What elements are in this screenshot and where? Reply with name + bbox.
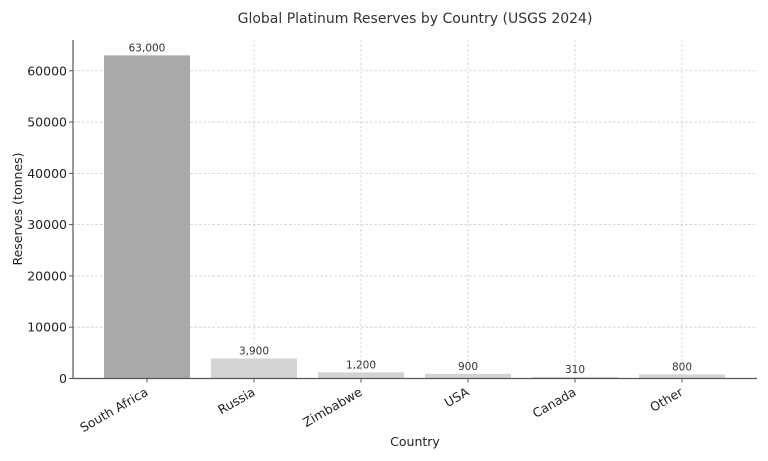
bar-usa xyxy=(425,373,511,379)
y-tick-label: 0 xyxy=(59,371,67,386)
x-tick-label: South Africa xyxy=(77,384,150,435)
bar-value-label: 63,000 xyxy=(129,42,166,54)
x-tick-label: Other xyxy=(647,384,686,415)
x-tick-label: Canada xyxy=(530,384,579,421)
bar-zimbabwe xyxy=(318,372,404,379)
x-tick-label: Russia xyxy=(215,384,257,417)
bar-value-label: 900 xyxy=(458,361,478,373)
bar-value-label: 3,900 xyxy=(239,345,269,357)
y-axis-label: Reserves (tonnes) xyxy=(10,152,25,265)
bar-value-labels: 63,000 3,900 1,200 900 310 800 xyxy=(129,42,692,376)
y-axis-ticks: 0 10000 20000 30000 40000 50000 60000 xyxy=(27,63,73,386)
x-tick-label: USA xyxy=(442,384,472,410)
bar-other xyxy=(639,374,725,379)
x-tick-label: Zimbabwe xyxy=(300,384,365,430)
chart-title: Global Platinum Reserves by Country (USG… xyxy=(238,11,593,27)
bar-value-label: 310 xyxy=(565,364,585,376)
y-tick-label: 50000 xyxy=(27,115,67,130)
y-tick-label: 30000 xyxy=(27,217,67,232)
bars xyxy=(104,55,725,379)
x-axis-label: Country xyxy=(390,434,440,449)
x-axis-ticks: South Africa Russia Zimbabwe USA Canada Other xyxy=(77,378,686,435)
bar-russia xyxy=(211,358,297,379)
y-tick-label: 60000 xyxy=(27,63,67,78)
bar-south-africa xyxy=(104,55,190,379)
bar-value-label: 1,200 xyxy=(346,359,376,371)
y-tick-label: 40000 xyxy=(27,166,67,181)
bar-value-label: 800 xyxy=(672,361,692,373)
y-tick-label: 20000 xyxy=(27,268,67,283)
y-tick-label: 10000 xyxy=(27,320,67,335)
bar-canada xyxy=(532,376,618,379)
